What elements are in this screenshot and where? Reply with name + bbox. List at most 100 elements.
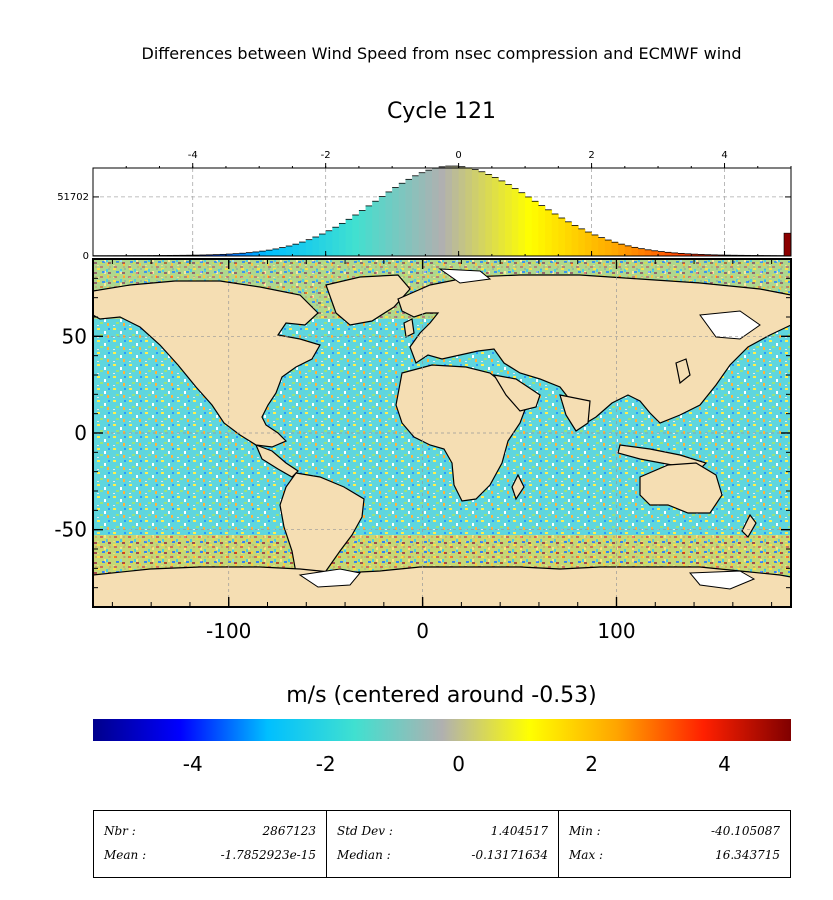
arabia xyxy=(492,374,541,412)
histogram-chart: -4 -2 0 2 4 0 51702 xyxy=(57,150,792,262)
histogram-xtick-label: 2 xyxy=(588,150,594,161)
histogram-bar xyxy=(564,221,573,256)
chart-title: Differences between Wind Speed from nsec… xyxy=(141,44,742,63)
histogram-bar xyxy=(598,237,606,256)
stat-label-nbr: Nbr : xyxy=(104,824,136,838)
histogram-bar xyxy=(345,219,353,256)
histogram-bar xyxy=(691,254,699,256)
histogram-bar xyxy=(392,187,400,256)
histogram-bar xyxy=(518,192,526,256)
map-grid xyxy=(93,259,791,607)
histogram-bar xyxy=(571,225,579,256)
histogram-bar xyxy=(631,247,639,256)
histogram-bar xyxy=(325,230,333,256)
histogram-bar xyxy=(677,253,686,256)
histogram-bar xyxy=(319,234,327,256)
histogram-bar xyxy=(332,227,340,256)
histogram-bar xyxy=(478,171,486,256)
histogram-bar xyxy=(445,166,453,256)
missing-data-patches xyxy=(298,268,761,590)
histogram-bar xyxy=(206,254,214,256)
histogram-bar xyxy=(545,209,553,256)
histogram-bar xyxy=(272,248,280,256)
histogram-bar xyxy=(498,180,506,256)
histogram-xtick-label: -4 xyxy=(188,150,198,161)
map-ytick-label: 50 xyxy=(62,324,87,348)
histogram-ytick-label: 0 xyxy=(83,251,89,262)
histogram-bar xyxy=(252,251,260,256)
histogram-bar xyxy=(378,196,386,256)
histogram-bar xyxy=(711,254,719,256)
histogram-bar xyxy=(611,242,619,256)
histogram-bar xyxy=(664,252,672,256)
map-chart: -100 0 100 50 0 -50 xyxy=(54,258,792,643)
europe-asia xyxy=(397,274,791,424)
histogram-tick-labels: -4 -2 0 2 4 0 51702 xyxy=(57,150,728,262)
histogram-bar xyxy=(538,205,546,256)
stat-value-median: -0.13171634 xyxy=(471,848,548,862)
histogram-bar xyxy=(385,191,393,256)
stats-column-2: Std Dev : 1.404517 Median : -0.13171634 xyxy=(327,811,559,877)
india xyxy=(559,394,591,432)
colorbar-title: m/s (centered around -0.53) xyxy=(286,683,597,708)
histogram-xtick-label: -2 xyxy=(321,150,331,161)
colorbar-tick-label: -2 xyxy=(316,752,336,776)
uk xyxy=(403,318,415,338)
histogram-bar xyxy=(265,250,273,256)
map-xtick-label: 100 xyxy=(597,619,635,643)
stats-table: Nbr : 2867123 Mean : -1.7852923e-15 Std De… xyxy=(93,810,791,878)
chart-subtitle: Cycle 121 xyxy=(386,99,497,124)
greenland xyxy=(325,274,411,326)
histogram-bar xyxy=(684,253,692,256)
colorbar-tick-label: 0 xyxy=(452,752,465,776)
histogram-bar xyxy=(658,251,666,256)
colorbar-tick-label: -4 xyxy=(183,752,203,776)
histogram-ytick-label: 51702 xyxy=(57,192,89,203)
histogram-bar xyxy=(584,232,592,256)
histogram-bar xyxy=(299,242,307,256)
colorbar-tick-labels: -4 -2 0 2 4 xyxy=(183,752,731,776)
histogram-bar xyxy=(531,201,539,256)
stat-label-min: Min : xyxy=(569,824,601,838)
histogram-bar xyxy=(644,249,652,256)
map-xtick-label: 0 xyxy=(416,619,429,643)
histogram-bar xyxy=(405,179,413,256)
australia xyxy=(639,462,723,514)
histogram-bar xyxy=(239,253,247,256)
histogram-bar xyxy=(432,168,440,256)
histogram-bar xyxy=(551,213,559,256)
colorbar-tick-label: 2 xyxy=(585,752,598,776)
north-america xyxy=(93,280,321,448)
histogram-bar xyxy=(511,188,519,256)
map-ticks xyxy=(93,259,791,607)
histogram-bar xyxy=(578,228,586,256)
histogram-bar xyxy=(358,210,366,256)
histogram-bars xyxy=(93,165,792,257)
histogram-bar xyxy=(618,244,626,256)
histogram-bar xyxy=(425,170,433,256)
histogram-bar xyxy=(624,245,632,256)
histogram-bar xyxy=(279,247,287,256)
stat-value-mean: -1.7852923e-15 xyxy=(220,848,316,862)
new-zealand xyxy=(741,513,757,538)
colorbar-axis: -4 -2 0 2 4 xyxy=(183,752,731,776)
histogram-bar xyxy=(485,174,493,256)
histogram-bar xyxy=(338,223,347,256)
histogram-bar xyxy=(365,205,373,256)
histogram-bar xyxy=(438,166,446,256)
histogram-bar xyxy=(458,166,466,256)
histogram-bar xyxy=(232,253,240,256)
histogram-bar xyxy=(225,254,233,256)
histogram-bar xyxy=(505,184,513,256)
histogram-bar xyxy=(451,166,460,256)
stats-column-3: Min : -40.105087 Max : 16.343715 xyxy=(559,811,790,877)
histogram-bar xyxy=(525,196,533,256)
stat-label-stddev: Std Dev : xyxy=(337,824,393,838)
histogram-bar xyxy=(604,240,612,256)
stat-value-min: -40.105087 xyxy=(711,824,780,838)
stat-label-median: Median : xyxy=(337,848,391,862)
stat-value-nbr: 2867123 xyxy=(262,824,316,838)
stat-value-max: 16.343715 xyxy=(715,848,780,862)
histogram-bar xyxy=(398,183,406,256)
map-tick-labels: -100 0 100 50 0 -50 xyxy=(54,324,635,643)
